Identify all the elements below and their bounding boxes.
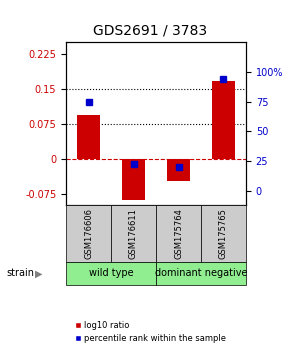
Bar bbox=[212, 81, 235, 159]
Text: GDS2691 / 3783: GDS2691 / 3783 bbox=[93, 23, 207, 37]
Text: ▶: ▶ bbox=[34, 268, 42, 279]
Bar bbox=[77, 115, 100, 159]
Text: GSM176611: GSM176611 bbox=[129, 208, 138, 259]
Legend: log10 ratio, percentile rank within the sample: log10 ratio, percentile rank within the … bbox=[71, 318, 229, 346]
Text: wild type: wild type bbox=[89, 268, 133, 279]
Text: strain: strain bbox=[6, 268, 34, 279]
Text: GSM175765: GSM175765 bbox=[219, 208, 228, 259]
Text: GSM175764: GSM175764 bbox=[174, 208, 183, 259]
Bar bbox=[167, 159, 190, 181]
Text: GSM176606: GSM176606 bbox=[84, 208, 93, 259]
Bar bbox=[122, 159, 145, 200]
Text: dominant negative: dominant negative bbox=[155, 268, 247, 279]
